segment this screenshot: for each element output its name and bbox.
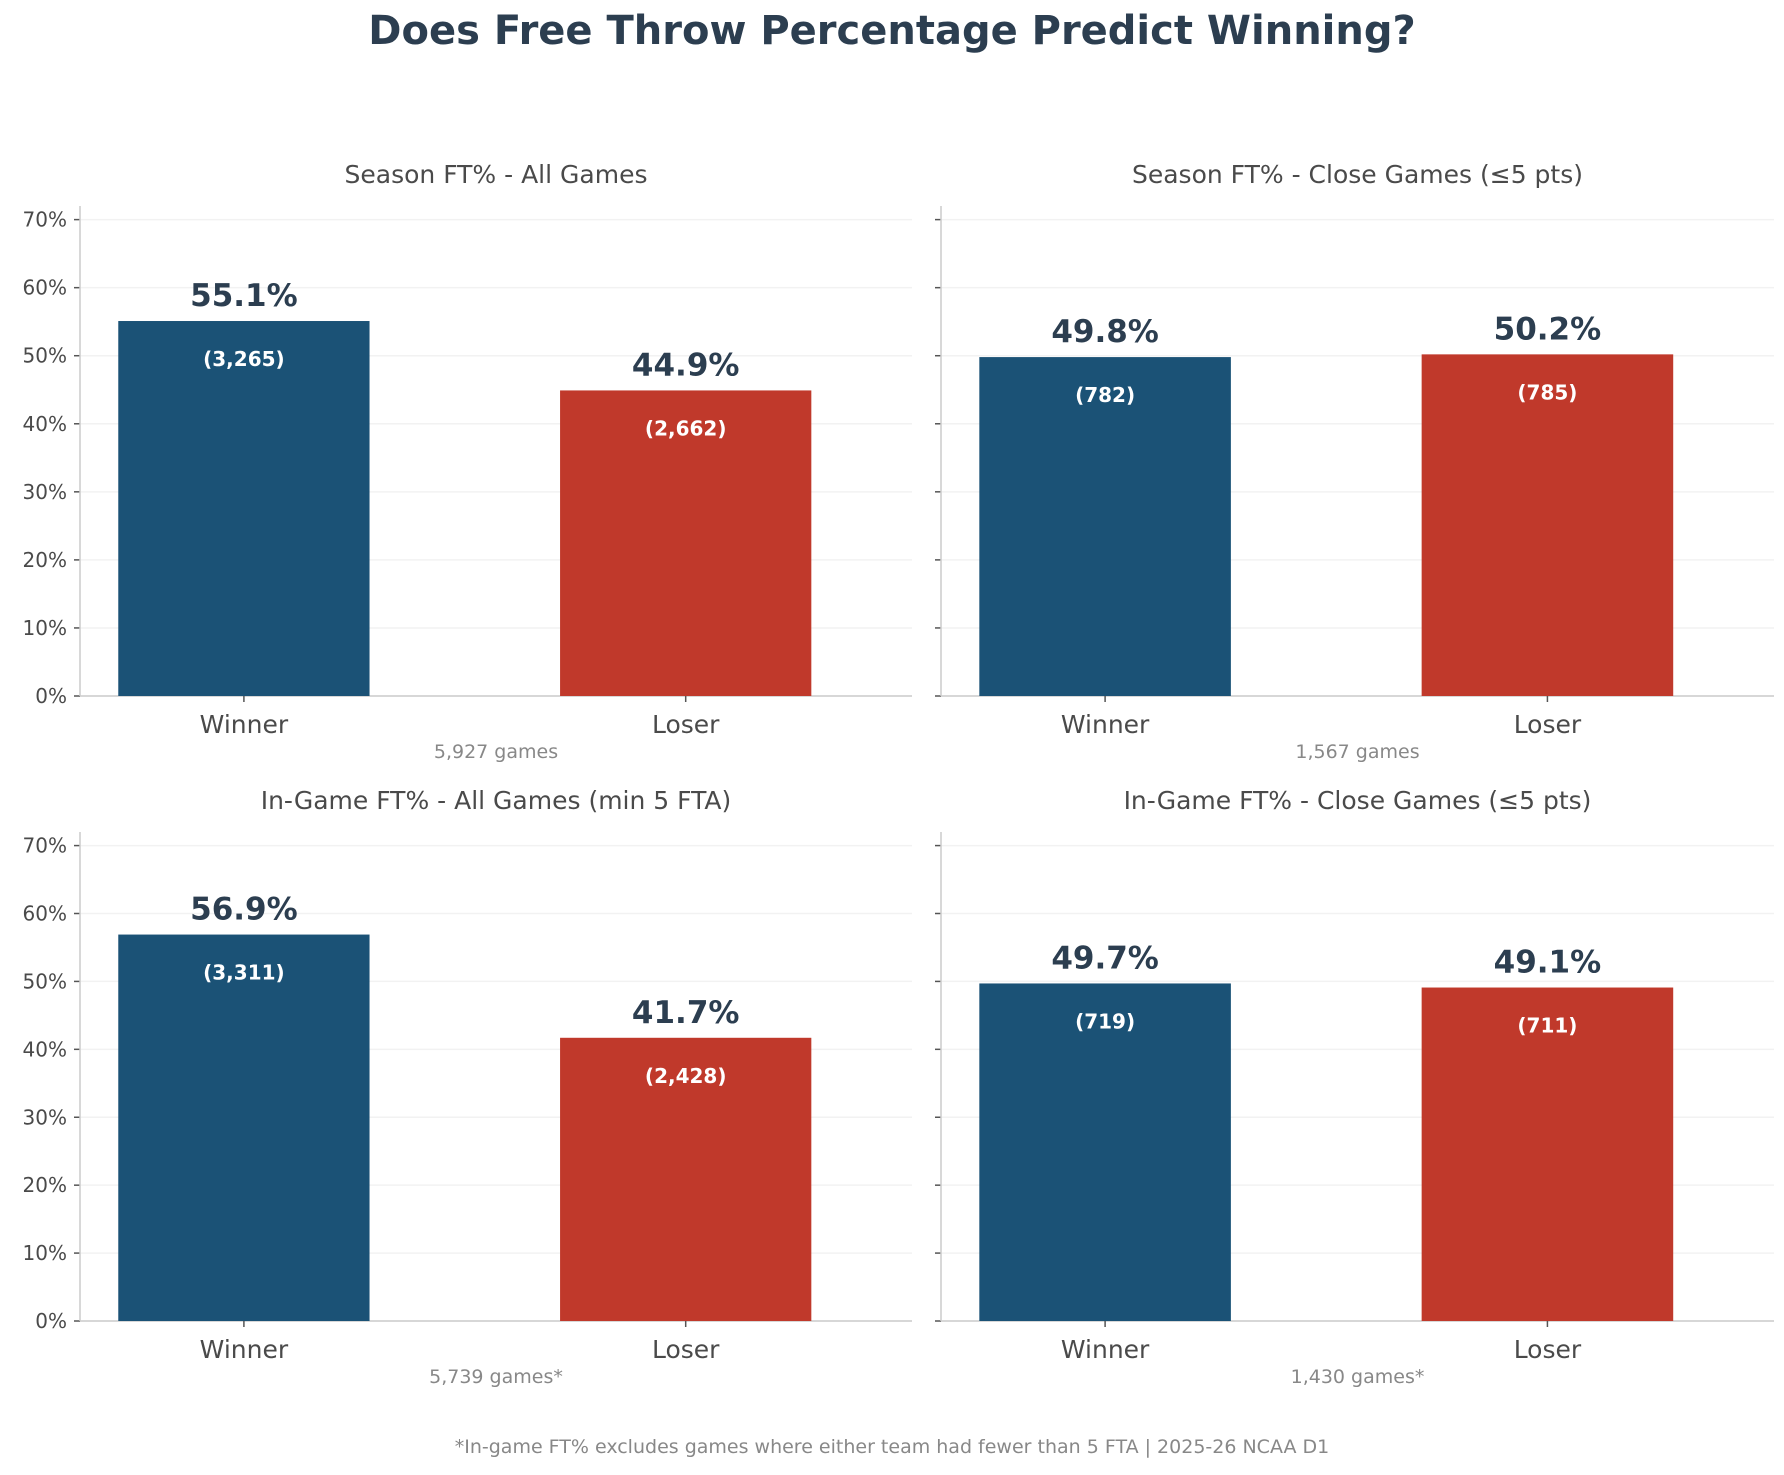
ingame-all-ytick-label: 70% — [23, 834, 67, 858]
ingame-close-title: In-Game FT% - Close Games (≤5 pts) — [1124, 786, 1592, 815]
ingame-all-ytick-label: 0% — [35, 1309, 67, 1333]
season-all-value-label-loser: 44.9% — [632, 347, 740, 383]
season-all-bar-winner — [118, 321, 370, 696]
season-close-value-label-loser: 50.2% — [1494, 311, 1602, 347]
ingame-all-value-label-winner: 56.9% — [190, 892, 298, 928]
season-close-count-label-loser: (785) — [1517, 380, 1577, 404]
season-close-games-count: 1,567 games — [1295, 741, 1419, 763]
ingame-close-value-label-winner: 49.7% — [1051, 940, 1159, 976]
ingame-all-category-label-loser: Loser — [652, 1335, 720, 1364]
ingame-all-games-count: 5,739 games* — [429, 1366, 563, 1388]
ingame-all-ytick-label: 40% — [23, 1037, 67, 1061]
season-close-count-label-winner: (782) — [1075, 383, 1135, 407]
season-all-category-label-loser: Loser — [652, 710, 720, 739]
ingame-close-category-label-loser: Loser — [1514, 1335, 1582, 1364]
season-close-title: Season FT% - Close Games (≤5 pts) — [1132, 160, 1583, 189]
season-close-bar-winner — [979, 357, 1231, 696]
season-all-ytick-label: 50% — [23, 344, 67, 368]
ingame-close-games-count: 1,430 games* — [1291, 1366, 1425, 1388]
ingame-all-category-label-winner: Winner — [200, 1335, 289, 1364]
season-all-category-label-winner: Winner — [200, 710, 289, 739]
season-all-games-count: 5,927 games — [434, 741, 558, 763]
ingame-all-ytick-label: 30% — [23, 1105, 67, 1129]
season-all-ytick-label: 0% — [35, 684, 67, 708]
footnote: *In-game FT% excludes games where either… — [454, 1436, 1330, 1458]
ingame-all-count-label-winner: (3,311) — [203, 961, 285, 985]
season-all-title: Season FT% - All Games — [345, 160, 648, 189]
season-all-count-label-loser: (2,662) — [645, 416, 727, 440]
season-all-value-label-winner: 55.1% — [190, 278, 298, 314]
ingame-all-title: In-Game FT% - All Games (min 5 FTA) — [261, 786, 732, 815]
season-all-count-label-winner: (3,265) — [203, 347, 285, 371]
season-close-value-label-winner: 49.8% — [1051, 314, 1159, 350]
ingame-all-count-label-loser: (2,428) — [645, 1064, 727, 1088]
ingame-all-value-label-loser: 41.7% — [632, 995, 740, 1031]
ingame-all-ytick-label: 20% — [23, 1173, 67, 1197]
season-all-ytick-label: 30% — [23, 480, 67, 504]
ingame-all-ytick-label: 10% — [23, 1241, 67, 1265]
season-close-bar-loser — [1421, 354, 1674, 696]
ingame-all-ytick-label: 50% — [23, 969, 67, 993]
ingame-close-value-label-loser: 49.1% — [1494, 945, 1602, 981]
ingame-close-bar-loser — [1421, 987, 1674, 1321]
season-all-ytick-label: 40% — [23, 412, 67, 436]
ingame-close-category-label-winner: Winner — [1061, 1335, 1150, 1364]
season-all-ytick-label: 70% — [23, 208, 67, 232]
ingame-close-count-label-loser: (711) — [1517, 1014, 1577, 1038]
ingame-all-bar-winner — [118, 934, 370, 1321]
season-all-ytick-label: 20% — [23, 548, 67, 572]
main-title: Does Free Throw Percentage Predict Winni… — [368, 8, 1416, 54]
season-close-category-label-loser: Loser — [1514, 710, 1582, 739]
season-all-ytick-label: 10% — [23, 616, 67, 640]
season-all-bar-loser — [560, 390, 812, 696]
ingame-all-ytick-label: 60% — [23, 902, 67, 926]
ingame-close-count-label-winner: (719) — [1075, 1009, 1135, 1033]
ingame-close-bar-winner — [979, 983, 1231, 1321]
season-all-ytick-label: 60% — [23, 276, 67, 300]
ingame-all-bar-loser — [560, 1037, 812, 1321]
season-close-category-label-winner: Winner — [1061, 710, 1150, 739]
